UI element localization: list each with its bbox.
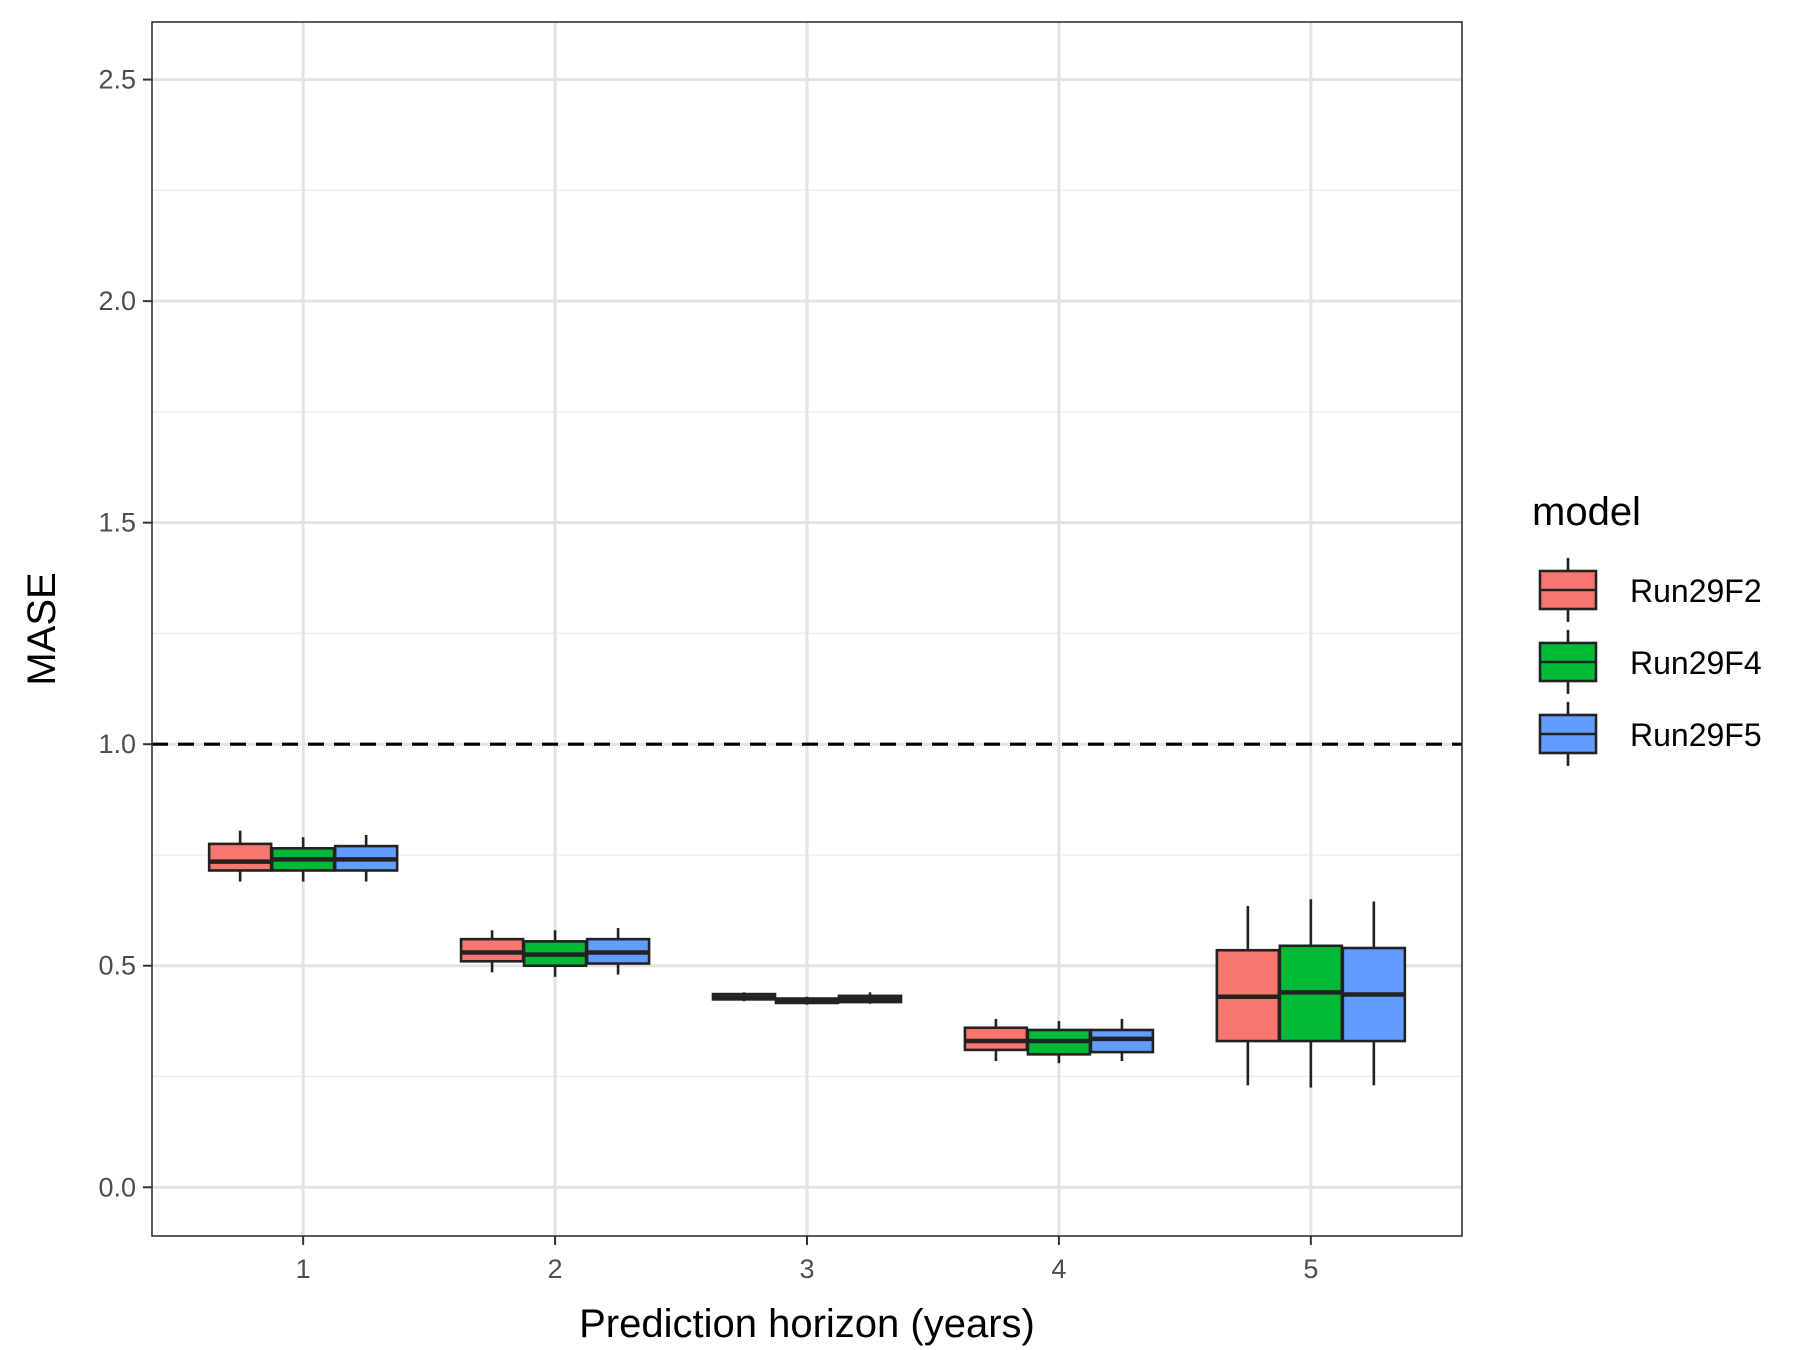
- box-Run29F5-h5: [1341, 901, 1407, 1086]
- x-tick-label: 1: [296, 1254, 311, 1284]
- grid-layer: [152, 22, 1462, 1236]
- x-axis-title: Prediction horizon (years): [579, 1302, 1035, 1346]
- legend-label: Run29F2: [1630, 573, 1762, 609]
- box-Run29F2-h2: [459, 930, 525, 973]
- box-iqr: [207, 842, 273, 872]
- y-tick-label: 2.5: [98, 65, 136, 95]
- box-Run29F4-h5: [1278, 899, 1344, 1088]
- box-Run29F4-h3: [774, 996, 840, 1005]
- x-tick-label: 2: [548, 1254, 563, 1284]
- axis-layer: 0.0 0.5 1.0 1.5 2.0 2.5 1 2 3 4 5: [98, 65, 1318, 1284]
- box-Run29F5-h1: [333, 835, 399, 882]
- y-tick-label: 0.5: [98, 951, 136, 981]
- legend-items: Run29F2 Run29F4 Run29F5: [1538, 558, 1762, 766]
- legend: model Run29F2 Run29F4 Run29F5: [1532, 490, 1762, 766]
- legend-label: Run29F5: [1630, 717, 1762, 753]
- y-tick-label: 1.5: [98, 508, 136, 538]
- y-axis-title: MASE: [20, 572, 64, 685]
- x-tick-label: 4: [1051, 1254, 1066, 1284]
- box-Run29F2-h3: [711, 992, 777, 1002]
- y-tick-label: 0.0: [98, 1172, 136, 1202]
- box-Run29F4-h2: [522, 930, 588, 977]
- legend-item-Run29F2: Run29F2: [1538, 558, 1762, 622]
- y-tick-label: 1.0: [98, 729, 136, 759]
- box-Run29F2-h5: [1215, 905, 1281, 1086]
- boxplot-layer: [207, 830, 1407, 1088]
- box-Run29F4-h4: [1026, 1021, 1092, 1064]
- legend-label: Run29F4: [1630, 645, 1762, 681]
- box-Run29F2-h1: [207, 830, 273, 882]
- legend-item-Run29F4: Run29F4: [1538, 630, 1762, 694]
- box-Run29F5-h3: [837, 992, 903, 1004]
- box-Run29F4-h1: [270, 837, 336, 882]
- box-Run29F2-h4: [963, 1018, 1029, 1061]
- box-Run29F5-h2: [585, 928, 651, 975]
- box-Run29F5-h4: [1089, 1018, 1155, 1061]
- x-tick-label: 3: [799, 1254, 814, 1284]
- legend-item-Run29F5: Run29F5: [1538, 702, 1762, 766]
- legend-title: model: [1532, 490, 1641, 534]
- y-tick-label: 2.0: [98, 286, 136, 316]
- x-tick-label: 5: [1303, 1254, 1318, 1284]
